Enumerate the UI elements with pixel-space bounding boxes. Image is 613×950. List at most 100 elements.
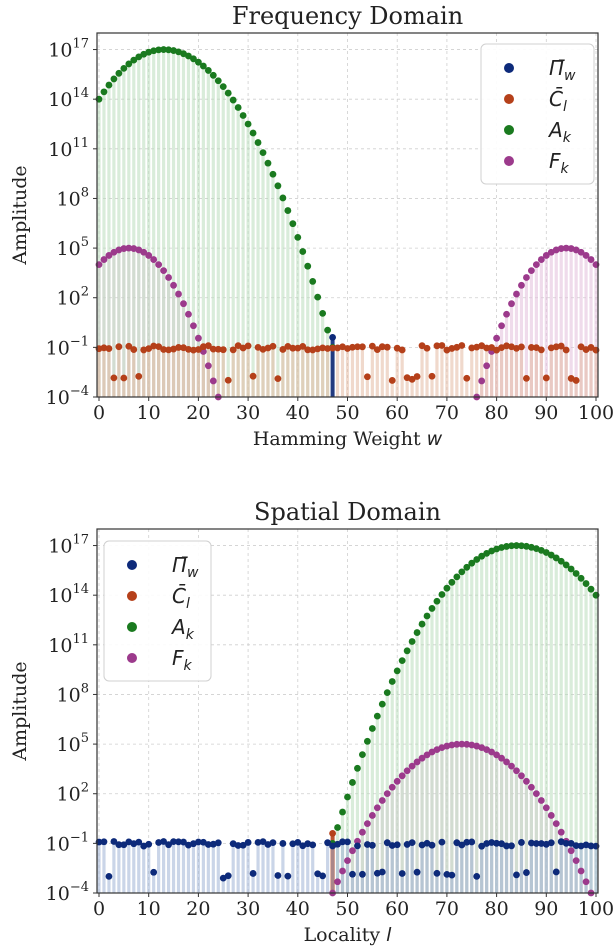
point-pi-w	[359, 870, 366, 878]
point-f-k	[388, 783, 396, 791]
point-pi-w	[523, 869, 530, 876]
point-a-k	[334, 824, 341, 831]
point-a-k	[135, 53, 143, 61]
x-tick-label: 90	[534, 898, 558, 920]
point-pi-w	[175, 838, 182, 846]
point-a-k	[279, 194, 287, 202]
legend-label: Ak	[170, 615, 195, 643]
point-c-l	[368, 342, 376, 350]
x-tick-label: 60	[385, 898, 409, 920]
point-a-k	[284, 207, 292, 214]
point-f-k	[105, 252, 113, 259]
point-f-k	[503, 758, 510, 766]
point-pi-w	[249, 870, 257, 877]
point-c-l	[100, 344, 108, 352]
point-c-l	[304, 346, 312, 354]
point-f-k	[125, 244, 133, 252]
point-a-k	[274, 182, 282, 190]
point-pi-w	[368, 841, 376, 849]
point-pi-w	[165, 841, 172, 849]
point-a-k	[354, 764, 361, 772]
point-f-k	[209, 377, 217, 385]
point-a-k	[269, 170, 277, 178]
point-a-k	[587, 585, 595, 593]
point-f-k	[145, 252, 153, 259]
x-tick-label: 40	[286, 898, 310, 920]
legend-label: Fk	[549, 149, 570, 177]
point-f-k	[523, 777, 530, 785]
point-f-k	[577, 867, 585, 875]
point-a-k	[155, 46, 163, 54]
point-a-k	[423, 612, 431, 620]
y-tick-label: 10−1	[46, 830, 89, 855]
y-axis-label: Amplitude	[9, 165, 31, 265]
x-tick-label: 50	[335, 898, 359, 920]
point-f-k	[344, 857, 351, 865]
legend-label: C̄l	[172, 583, 190, 612]
point-a-k	[393, 667, 401, 675]
point-f-k	[359, 828, 366, 836]
point-pi-w	[547, 839, 555, 847]
point-a-k	[373, 712, 381, 720]
point-f-k	[567, 847, 575, 855]
point-c-l	[577, 343, 585, 351]
point-a-k	[547, 551, 555, 559]
point-pi-w	[433, 869, 441, 877]
x-tick-label: 70	[435, 898, 459, 920]
point-pi-w	[180, 838, 187, 846]
point-a-k	[458, 568, 466, 576]
x-tick-label: 40	[286, 402, 310, 424]
point-pi-w	[150, 868, 158, 876]
legend-marker-f-k	[127, 653, 137, 663]
point-pi-w	[513, 871, 520, 879]
x-tick-label: 30	[236, 898, 260, 920]
point-f-k	[557, 245, 565, 252]
point-pi-w	[552, 868, 560, 876]
point-f-k	[463, 740, 471, 748]
point-a-k	[299, 248, 307, 255]
y-tick-label: 105	[57, 235, 89, 260]
point-c-l	[537, 346, 545, 354]
point-c-l	[398, 346, 406, 354]
point-c-l	[463, 374, 471, 382]
point-pi-w	[254, 839, 262, 846]
point-pi-w	[572, 842, 580, 850]
x-axis-label: Locality l	[304, 924, 393, 946]
point-pi-w	[428, 841, 436, 849]
point-c-l	[324, 345, 332, 352]
point-c-l	[378, 343, 386, 351]
point-f-k	[140, 248, 148, 256]
point-c-l	[160, 346, 168, 353]
point-pi-w	[493, 839, 500, 847]
point-a-k	[254, 139, 262, 146]
point-pi-w	[344, 838, 351, 846]
point-pi-w	[473, 873, 481, 880]
point-pi-w	[234, 842, 242, 849]
point-a-k	[448, 578, 456, 586]
point-c-l	[110, 374, 118, 382]
point-a-k	[378, 700, 386, 708]
point-pi-w	[259, 838, 267, 846]
point-c-l	[329, 830, 336, 837]
y-tick-label: 102	[57, 285, 89, 310]
point-pi-w	[279, 840, 287, 847]
point-pi-w	[145, 840, 153, 848]
point-c-l	[373, 346, 381, 353]
point-c-l	[269, 342, 277, 350]
point-pi-w	[284, 872, 292, 880]
point-pi-w	[309, 841, 317, 849]
point-f-k	[334, 878, 341, 886]
point-c-l	[383, 343, 391, 351]
x-tick-label: 10	[137, 898, 161, 920]
point-c-l	[279, 346, 287, 353]
point-a-k	[309, 278, 317, 285]
point-f-k	[532, 790, 540, 798]
point-pi-w	[195, 838, 202, 846]
point-f-k	[120, 245, 128, 252]
point-f-k	[513, 290, 520, 298]
point-a-k	[552, 554, 560, 562]
point-pi-w	[204, 841, 212, 848]
point-a-k	[120, 64, 128, 72]
x-tick-label: 80	[485, 402, 509, 424]
